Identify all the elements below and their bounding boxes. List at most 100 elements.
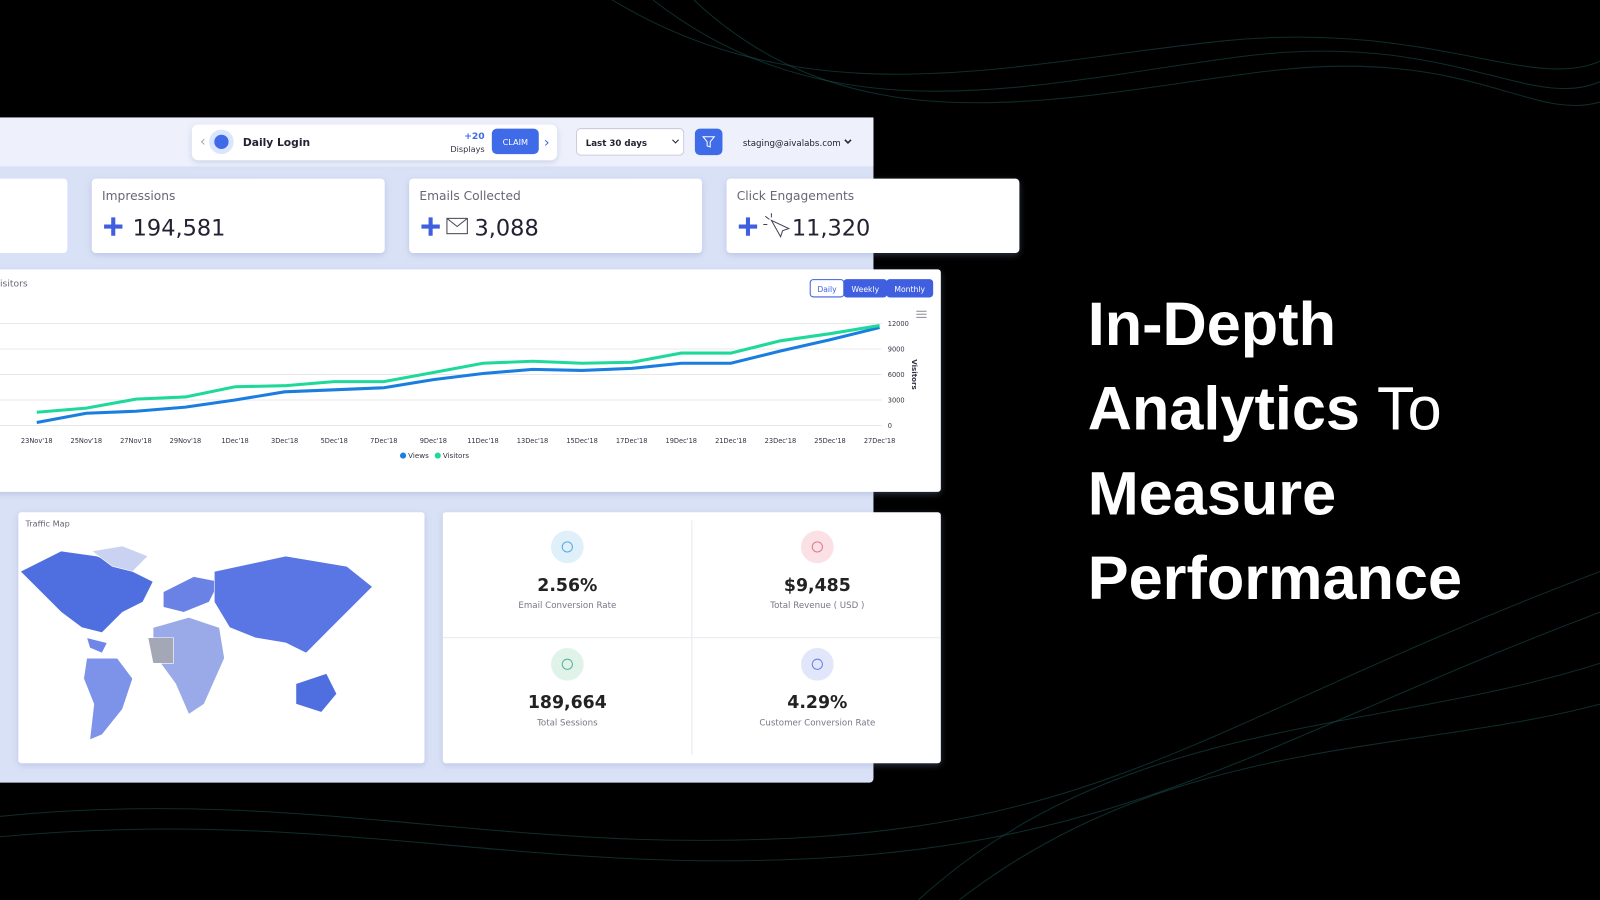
north-america [19, 550, 154, 633]
claim-button[interactable] [491, 128, 539, 155]
date-range-select[interactable] [576, 128, 685, 156]
stat-value: 194,581 [133, 216, 226, 242]
headline: In-Depth Analytics To Measure Performanc… [1088, 290, 1462, 612]
claim-label[interactable]: CLAIM [503, 137, 528, 147]
x-tick-label: 21Dec'18 [715, 437, 747, 445]
x-tick-label: 23Dec'18 [765, 437, 797, 445]
plot: 0 3000 6000 9000 12000 Visitors 23Nov'18 25Nov'… [0, 320, 919, 460]
headline-line: In-Depth [1088, 290, 1336, 358]
central-america [86, 637, 108, 654]
reward: +20 [464, 131, 484, 142]
stat-value: 11,320 [792, 216, 871, 242]
headline-word: To [1377, 375, 1442, 443]
daily-login-box [191, 124, 558, 161]
traffic-map-card: Traffic Map [18, 512, 425, 764]
select-caret [672, 139, 679, 144]
stat-label: Emails Collected [419, 189, 520, 203]
headline-line: Analytics To [1088, 375, 1442, 443]
mail-icon [446, 217, 468, 235]
x-tick-label: 13Dec'18 [517, 437, 549, 445]
headline-word: Analytics [1088, 375, 1360, 443]
legend-marker[interactable] [400, 452, 407, 459]
x-tick-label: 19Dec'18 [666, 437, 698, 445]
x-tick-label: 7Dec'18 [370, 437, 397, 445]
metric-icon-glyph [811, 658, 823, 670]
chart-title: isitors [0, 279, 28, 290]
plus-icon [421, 217, 440, 236]
metric-value: 189,664 [528, 693, 607, 713]
metric-value: 4.29% [787, 693, 847, 713]
metric-icon-glyph [561, 541, 573, 553]
stats: Impressions 194,581 Emails Collected 3,088 C… [0, 178, 1020, 254]
asia [213, 555, 373, 654]
toggle-label[interactable]: Monthly [894, 285, 925, 294]
metrics-card: 2.56% Email Conversion Rate $9,485 Total Re… [442, 512, 941, 764]
plus-icon [104, 217, 123, 236]
filter-button[interactable] [694, 128, 723, 156]
y-tick-label: 9000 [888, 346, 905, 354]
y-tick-label: 12000 [888, 320, 909, 328]
metric-icon [801, 647, 834, 681]
metric-icon [551, 647, 584, 681]
series-line [36, 323, 880, 414]
toggle-label[interactable]: Weekly [852, 285, 880, 294]
x-tick-label: 15Dec'18 [566, 437, 598, 445]
legend-label[interactable]: Visitors [443, 451, 469, 460]
daily-login: ‹ Daily Login +20 Displays CLAIM › [191, 124, 558, 161]
x-tick-label: 1Dec'18 [221, 437, 248, 445]
plus-icon [738, 217, 758, 236]
map-title: Traffic Map [25, 519, 70, 529]
legend-marker[interactable] [434, 452, 441, 459]
africa-gray [147, 637, 174, 664]
headline-line: Performance [1088, 544, 1462, 612]
metric-icon-glyph [811, 541, 823, 553]
stat-card [91, 178, 385, 254]
stat-card [726, 178, 1020, 254]
metric-icon-glyph [561, 658, 573, 670]
toggle-button[interactable] [886, 279, 934, 298]
x-tick-label: 23Nov'18 [21, 437, 53, 445]
x-tick-label: 17Dec'18 [616, 437, 648, 445]
x-tick-label: 3Dec'18 [271, 437, 298, 445]
series-line [36, 326, 880, 424]
south-america [83, 657, 133, 741]
greenland [91, 545, 149, 572]
metric-label: Total Revenue ( USD ) [769, 601, 864, 611]
x-tick-label: 5Dec'18 [321, 437, 348, 445]
metric-label: Customer Conversion Rate [759, 719, 875, 729]
prev-arrow[interactable]: ‹ [200, 134, 206, 150]
headline-line: Measure [1088, 459, 1336, 527]
stat-label: Impressions [102, 189, 175, 203]
user-email[interactable]: staging@aivalabs.com [743, 139, 841, 149]
y-tick-label: 6000 [888, 371, 905, 379]
login-icon-inner [214, 134, 229, 149]
metric-icon [551, 530, 584, 564]
map-card-bg [18, 512, 425, 764]
chart-menu[interactable] [916, 310, 927, 318]
australia [295, 673, 338, 713]
metric-label: Email Conversion Rate [518, 601, 616, 611]
x-tick-label: 27Nov'18 [120, 437, 152, 445]
chart-card-bg [0, 269, 941, 492]
toggles: Daily Weekly Monthly [809, 279, 934, 298]
stat-card-partial [0, 178, 68, 254]
daily-login-title: Daily Login [243, 136, 310, 149]
email-caret [844, 139, 852, 144]
stat-value: 3,088 [474, 216, 538, 242]
reward-unit: Displays [450, 144, 484, 154]
toggle-label[interactable]: Daily [817, 285, 837, 294]
date-range[interactable]: Last 30 days [586, 139, 647, 149]
next-arrow[interactable]: › [544, 135, 550, 151]
mail-flap [446, 217, 468, 228]
x-tick-label: 25Nov'18 [71, 437, 103, 445]
y-tick-label: 0 [888, 422, 892, 430]
y-axis-label: Visitors [910, 359, 919, 390]
metric-value: 2.56% [537, 576, 597, 596]
world-map [19, 545, 373, 741]
legend-label[interactable]: Views [408, 451, 429, 460]
x-tick-label: 11Dec'18 [467, 437, 499, 445]
europe [162, 576, 220, 613]
